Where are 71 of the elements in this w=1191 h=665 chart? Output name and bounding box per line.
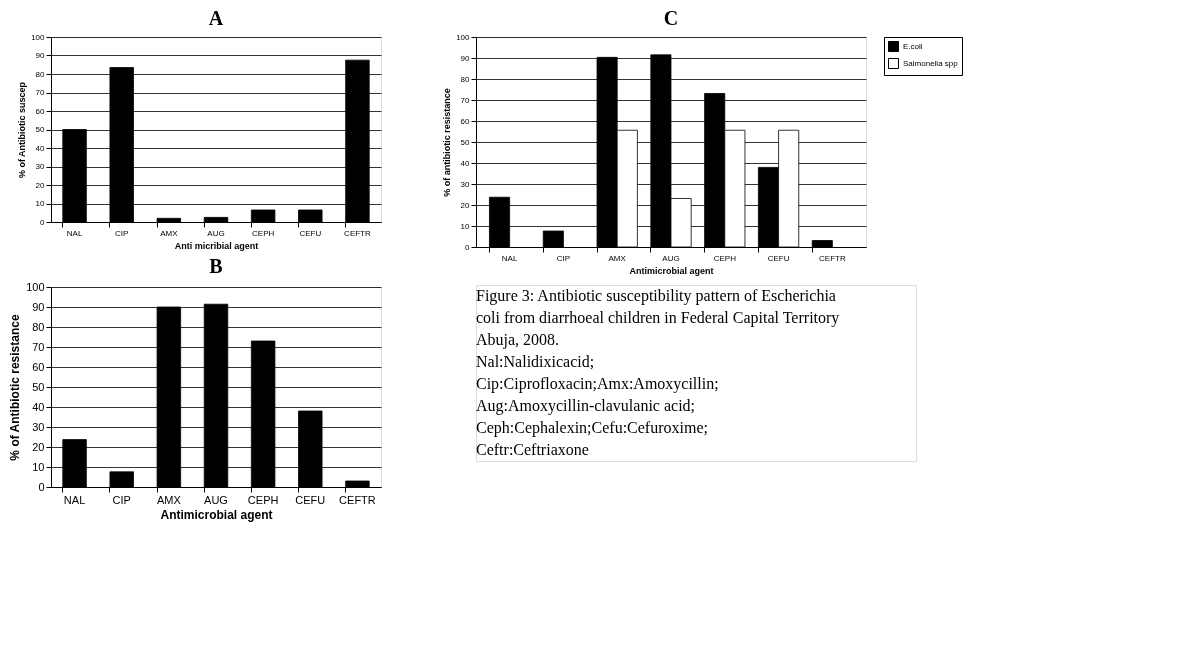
chart-title: A — [208, 7, 224, 29]
y-tick-label: 30 — [35, 162, 46, 171]
x-tick-label: CIP — [112, 493, 131, 506]
y-tick-label: 90 — [35, 51, 46, 60]
x-tick-label: CEFTR — [339, 493, 376, 506]
y-tick-label: 40 — [32, 400, 45, 413]
text: Ceph:Cephalexin;Cefu:Cefuroxime; — [476, 419, 708, 437]
x-tick-label: AMX — [156, 493, 182, 506]
y-tick-label: 90 — [460, 53, 471, 63]
y-tick-label: 40 — [460, 158, 471, 168]
y-tick-label: 80 — [35, 69, 46, 79]
y-tick-label: 70 — [32, 340, 45, 353]
text: Aug:Amoxycillin-clavulanic acid; — [476, 397, 696, 415]
x-tick-label: CEFU — [299, 228, 322, 238]
y-tick-label: 50 — [460, 137, 471, 147]
y-axis-title: % of Antibiotic suscep — [17, 81, 28, 179]
text: Cip:Ciprofloxacin;Amx:Amoxycillin; — [476, 375, 719, 393]
y-tick-label: 60 — [460, 116, 471, 126]
y-tick-label: 50 — [35, 125, 46, 134]
y-tick-label: 40 — [35, 143, 46, 153]
x-tick-label: AMX — [608, 253, 627, 263]
y-tick-label: 60 — [35, 106, 46, 116]
x-tick-label: CEPH — [252, 228, 275, 238]
y-tick-label: 70 — [35, 88, 46, 97]
legend-label: E.coli — [903, 41, 923, 51]
y-tick-label: 10 — [460, 221, 471, 231]
x-tick-label: NAL — [66, 228, 83, 238]
y-tick-label: 50 — [32, 380, 45, 393]
y-tick-label: 20 — [35, 180, 46, 190]
y-tick-label: 60 — [32, 360, 45, 373]
text: Nal:Nalidixicacid; — [476, 353, 595, 370]
y-axis-title: % of Antibiotic resistance — [8, 314, 23, 461]
y-tick-label: 90 — [32, 300, 45, 313]
y-tick-label: 80 — [32, 320, 45, 333]
y-tick-label: 100 — [31, 32, 46, 42]
x-tick-label: CEFU — [295, 493, 326, 506]
x-tick-label: CEFTR — [819, 253, 846, 263]
x-tick-label: AUG — [207, 228, 225, 238]
x-axis-title: Antimicrobial agent — [629, 265, 714, 276]
y-tick-label: 20 — [32, 440, 45, 453]
x-tick-label: CIP — [556, 253, 571, 263]
text: Ceftr:Ceftriaxone — [476, 441, 589, 458]
y-tick-label: 100 — [456, 32, 471, 42]
y-tick-label: 80 — [460, 74, 471, 84]
y-tick-label: 20 — [460, 200, 471, 210]
x-tick-label: AUG — [204, 493, 228, 506]
x-tick-label: NAL — [63, 493, 86, 506]
y-tick-label: 30 — [32, 420, 45, 433]
y-axis-title: % of antibiotic resistance — [442, 88, 453, 197]
chart-title: B — [209, 255, 223, 277]
x-tick-label: CEFTR — [344, 228, 371, 238]
x-tick-label: CEFU — [767, 253, 790, 263]
y-tick-label: 30 — [460, 179, 471, 189]
x-tick-label: CEPH — [713, 253, 737, 263]
x-tick-label: NAL — [501, 253, 518, 263]
x-tick-label: CIP — [115, 228, 129, 238]
x-tick-label: AMX — [160, 228, 179, 238]
x-tick-label: AUG — [662, 253, 680, 263]
y-tick-label: 0 — [465, 242, 471, 252]
x-axis-title: Antimicrobial agent — [160, 507, 273, 522]
y-tick-label: 0 — [40, 217, 46, 227]
chart-title: C — [663, 7, 679, 29]
y-tick-label: 100 — [26, 280, 45, 293]
y-tick-label: 0 — [38, 480, 45, 493]
legend-label: Salmonella spp — [903, 58, 959, 68]
y-tick-label: 10 — [35, 199, 46, 208]
y-tick-label: 10 — [32, 460, 45, 473]
x-axis-title: Anti micribial agent — [174, 240, 259, 251]
x-tick-label: CEPH — [247, 493, 279, 506]
caption: Figure 3: Antibiotic susceptibility pattern of Escherichia coli from diarrhoeal children in Federal Capital Territory Abuja, 2008. — [476, 287, 840, 349]
y-tick-label: 70 — [460, 95, 471, 105]
